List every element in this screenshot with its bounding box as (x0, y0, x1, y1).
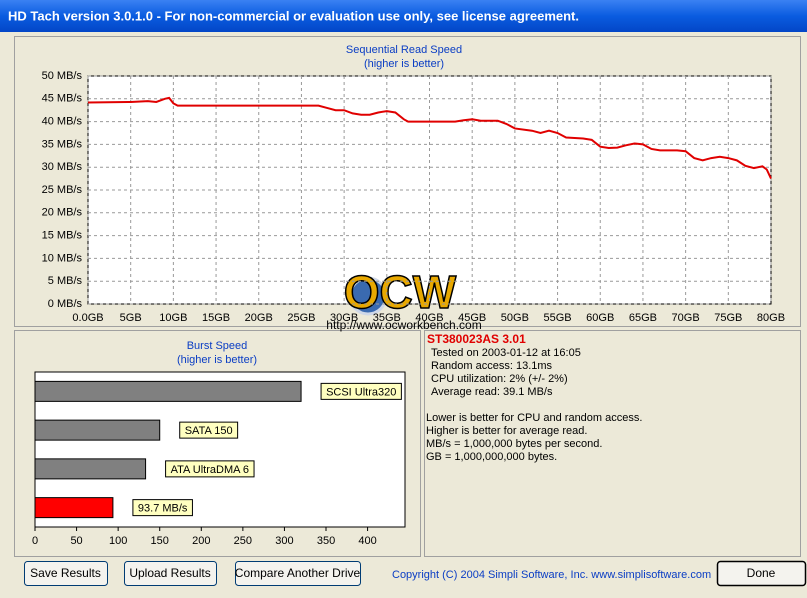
x-tick-label: 30GB (330, 312, 358, 324)
info-note: MB/s = 1,000,000 bytes per second. (426, 438, 602, 450)
x-tick-label: 100 (109, 535, 127, 547)
bar-label: 93.7 MB/s (138, 503, 188, 515)
button-face (124, 561, 217, 586)
bar (34, 419, 161, 441)
x-tick-label: 80GB (757, 312, 785, 324)
bar (34, 497, 114, 519)
watermark-url: http://www.ocworkbench.com (326, 318, 481, 332)
bar-label-box (179, 421, 239, 439)
button[interactable]: Done (716, 560, 807, 587)
x-tick-label: 60GB (586, 312, 614, 324)
bar-label: SATA 150 (185, 425, 233, 437)
y-tick-label: 10 MB/s (42, 252, 83, 264)
burst-title: Burst Speed (187, 340, 248, 352)
y-tick-label: 20 MB/s (42, 207, 83, 219)
x-tick-label: 20GB (245, 312, 273, 324)
button-label: Compare Another Drive (235, 566, 361, 580)
info-line: Random access: 13.1ms (431, 360, 553, 372)
x-tick-label: 300 (275, 535, 293, 547)
info-line: CPU utilization: 2% (+/- 2%) (431, 373, 568, 385)
button-label: Done (747, 566, 776, 580)
button-label: Upload Results (129, 566, 210, 580)
x-tick-label: 35GB (373, 312, 401, 324)
y-tick-label: 35 MB/s (42, 138, 83, 150)
watermark: OCW http://www.ocworkbench.com (87, 75, 772, 332)
bar (34, 380, 302, 402)
info-line: Average read: 39.1 MB/s (431, 386, 553, 398)
x-tick-label: 40GB (415, 312, 443, 324)
x-tick-label: 150 (151, 535, 169, 547)
y-tick-label: 5 MB/s (48, 275, 83, 287)
y-tick-label: 30 MB/s (42, 161, 83, 173)
y-tick-label: 50 MB/s (42, 70, 83, 82)
read-line (87, 96, 772, 180)
bar-label: ATA UltraDMA 6 (171, 464, 249, 476)
bar-label-box (132, 499, 193, 517)
bar-label-box (320, 382, 402, 400)
y-tick-label: 40 MB/s (42, 116, 83, 128)
copyright: Copyright (C) 2004 Simpli Software, Inc.… (392, 569, 711, 581)
button[interactable]: Compare Another Drive (235, 561, 361, 586)
button[interactable]: Upload Results (124, 561, 217, 586)
x-tick-label: 200 (192, 535, 210, 547)
title-bar (0, 0, 807, 32)
info-note: GB = 1,000,000,000 bytes. (426, 451, 557, 463)
bar-label-box (165, 460, 255, 478)
x-tick-label: 5GB (120, 312, 142, 324)
y-tick-label: 0 MB/s (48, 298, 83, 310)
x-tick-label: 50GB (501, 312, 529, 324)
info-note: Higher is better for average read. (426, 425, 587, 437)
button-label: Save Results (30, 566, 101, 580)
info-panel (424, 330, 801, 557)
x-tick-label: 0 (32, 535, 38, 547)
read-title: Sequential Read Speed (346, 44, 462, 56)
button[interactable]: Save Results (24, 561, 108, 586)
info-note: Lower is better for CPU and random acces… (426, 412, 642, 424)
globe (348, 276, 388, 316)
drive-name: ST380023AS 3.01 (427, 332, 526, 346)
window-title: HD Tach version 3.0.1.0 - For non-commer… (8, 8, 579, 23)
x-tick-label: 25GB (287, 312, 315, 324)
x-tick-label: 0.0GB (72, 312, 103, 324)
button-face (235, 561, 361, 586)
x-tick-label: 250 (234, 535, 252, 547)
x-tick-label: 55GB (543, 312, 571, 324)
y-tick-label: 45 MB/s (42, 93, 83, 105)
bar (34, 458, 147, 480)
x-tick-label: 50 (70, 535, 82, 547)
x-tick-label: 400 (358, 535, 376, 547)
info-line: Tested on 2003-01-12 at 16:05 (431, 347, 581, 359)
x-tick-label: 70GB (672, 312, 700, 324)
y-tick-label: 25 MB/s (42, 184, 83, 196)
x-tick-label: 15GB (202, 312, 230, 324)
watermark-logo: OCW (344, 266, 457, 318)
button-face (716, 560, 807, 587)
bar-label: SCSI Ultra320 (326, 386, 396, 398)
x-tick-label: 350 (317, 535, 335, 547)
button-face (24, 561, 108, 586)
read-subtitle: (higher is better) (364, 58, 444, 70)
burst-subtitle: (higher is better) (177, 354, 257, 366)
x-tick-label: 65GB (629, 312, 657, 324)
y-tick-label: 15 MB/s (42, 230, 83, 242)
x-tick-label: 75GB (714, 312, 742, 324)
x-tick-label: 10GB (159, 312, 187, 324)
x-tick-label: 45GB (458, 312, 486, 324)
